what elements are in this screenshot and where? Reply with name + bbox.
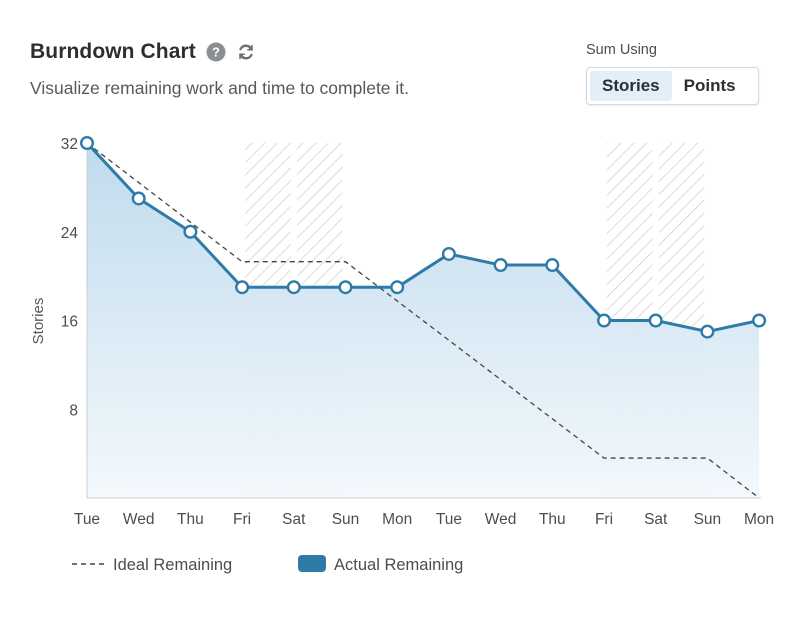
legend-actual-label: Actual Remaining — [334, 556, 463, 574]
actual-data-point[interactable] — [390, 280, 405, 295]
x-tick-label: Tue — [436, 511, 462, 528]
actual-data-point[interactable] — [235, 280, 250, 295]
actual-data-point[interactable] — [286, 280, 301, 295]
page-title: Burndown Chart — [30, 40, 196, 63]
legend: Ideal Remaining Actual Remaining — [72, 555, 463, 574]
actual-data-point[interactable] — [441, 246, 456, 261]
page-subtitle: Visualize remaining work and time to com… — [30, 78, 410, 98]
actual-remaining-line — [85, 141, 760, 334]
actual-data-point[interactable] — [545, 258, 560, 273]
x-tick-label: Sat — [282, 511, 306, 528]
sum-using-label: Sum Using — [586, 42, 657, 58]
actual-line-layer — [79, 135, 767, 339]
actual-data-point[interactable] — [338, 280, 353, 295]
legend-actual-swatch — [298, 555, 326, 572]
actual-data-point[interactable] — [752, 313, 767, 328]
points-toggle-button[interactable]: Points — [683, 76, 736, 95]
svg-text:?: ? — [212, 45, 220, 60]
title-row: Burndown Chart ? — [30, 40, 409, 64]
actual-data-point[interactable] — [493, 258, 508, 273]
x-tick-label: Tue — [74, 511, 100, 528]
axis-layer — [86, 139, 762, 499]
y-tick-label: 16 — [61, 314, 78, 331]
x-tick-label: Sun — [694, 511, 722, 528]
actual-data-point[interactable] — [597, 313, 612, 328]
x-tick-label: Wed — [123, 511, 155, 528]
x-tick-label: Thu — [539, 511, 566, 528]
refresh-icon[interactable] — [236, 42, 256, 62]
sum-using-toggle: Stories Points — [586, 67, 759, 105]
x-tick-label: Mon — [744, 511, 774, 528]
x-tick-labels: Tue Wed Thu Fri Sat Sun Mon Tue Wed Thu Fri Sat Sun M… — [74, 511, 774, 528]
chart-header: Burndown Chart ? Visualize remaining wor… — [30, 40, 409, 99]
y-tick-label: 32 — [61, 136, 78, 153]
x-tick-label: Fri — [233, 511, 251, 528]
legend-ideal-label: Ideal Remaining — [113, 556, 232, 574]
x-tick-label: Thu — [177, 511, 204, 528]
ideal-line-layer — [86, 142, 760, 499]
actual-data-point[interactable] — [648, 313, 663, 328]
stories-toggle-button[interactable]: Stories — [590, 71, 672, 101]
x-tick-label: Fri — [595, 511, 613, 528]
y-tick-label: 8 — [69, 402, 78, 419]
x-tick-label: Mon — [382, 511, 412, 528]
actual-data-point[interactable] — [183, 224, 198, 239]
x-tick-label: Sat — [644, 511, 668, 528]
actual-data-point[interactable] — [79, 135, 94, 150]
x-tick-label: Sun — [332, 511, 360, 528]
sum-using-control: Sum Using Stories Points — [586, 42, 759, 105]
y-tick-labels: 8 16 24 32 — [61, 136, 79, 419]
actual-data-point[interactable] — [700, 324, 715, 339]
x-tick-label: Wed — [485, 511, 517, 528]
actual-data-point[interactable] — [131, 191, 146, 206]
y-tick-label: 24 — [61, 225, 79, 242]
question-circle-icon[interactable]: ? — [206, 42, 226, 62]
y-axis-title: Stories — [30, 298, 47, 345]
ideal-remaining-line — [86, 142, 760, 499]
